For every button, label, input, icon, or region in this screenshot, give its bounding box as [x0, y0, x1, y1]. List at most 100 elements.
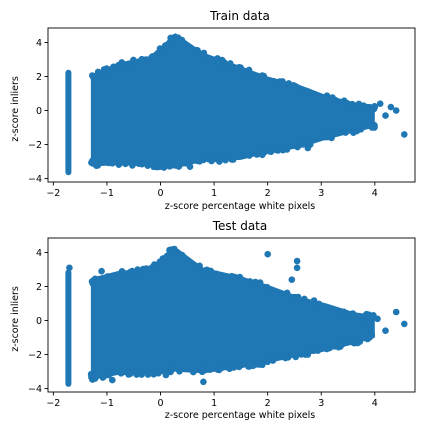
- data-point: [298, 349, 306, 357]
- data-point: [179, 253, 187, 261]
- data-point: [279, 78, 286, 85]
- data-point: [99, 374, 107, 381]
- data-point: [196, 262, 203, 270]
- data-point: [66, 264, 73, 272]
- y-tick-label: 2: [36, 282, 42, 293]
- data-point: [258, 283, 266, 291]
- x-tick-label: −2: [46, 398, 60, 409]
- data-point: [344, 315, 352, 323]
- data-point: [349, 311, 356, 318]
- data-point: [200, 156, 207, 164]
- y-tick-label: 4: [36, 248, 42, 259]
- data-point: [105, 367, 113, 375]
- data-point: [242, 68, 249, 76]
- data-point: [149, 158, 156, 166]
- data-point: [330, 99, 338, 107]
- data-point: [206, 366, 213, 374]
- data-point: [162, 364, 170, 371]
- data-point: [130, 60, 138, 68]
- data-point: [151, 261, 158, 268]
- data-point: [186, 163, 194, 170]
- data-point: [277, 352, 285, 359]
- data-point: [301, 88, 309, 95]
- x-tick-label: 0: [157, 398, 163, 409]
- data-point: [171, 33, 179, 41]
- data-point: [368, 124, 376, 131]
- y-tick-label: −2: [28, 140, 42, 151]
- data-point: [263, 283, 271, 291]
- data-point: [264, 250, 272, 258]
- data-point: [364, 103, 371, 111]
- x-tick-label: 3: [318, 398, 324, 409]
- data-point: [269, 357, 277, 364]
- x-tick-label: 4: [372, 398, 378, 409]
- data-point: [401, 320, 408, 328]
- data-point: [355, 108, 363, 116]
- data-point: [363, 110, 371, 118]
- data-point: [236, 152, 243, 159]
- data-point: [222, 156, 229, 164]
- data-point: [198, 366, 205, 374]
- data-point: [290, 349, 297, 357]
- data-point: [358, 102, 366, 110]
- data-point: [267, 148, 275, 155]
- data-point: [162, 371, 170, 379]
- data-point: [334, 128, 341, 135]
- x-tick-label: 2: [265, 398, 271, 409]
- data-point: [254, 75, 261, 82]
- data-point: [148, 54, 155, 61]
- data-point: [323, 345, 331, 353]
- plot-frame: [47, 27, 416, 183]
- data-point: [376, 100, 384, 107]
- data-point: [382, 112, 389, 119]
- y-tick-label: 4: [36, 38, 42, 49]
- data-point: [242, 150, 249, 157]
- data-point: [146, 265, 154, 272]
- data-point: [121, 272, 129, 279]
- data-point: [190, 262, 197, 270]
- data-point: [360, 320, 368, 328]
- data-point: [186, 45, 194, 52]
- data-point: [249, 362, 257, 370]
- data-point: [237, 64, 244, 71]
- x-tick-label: −1: [100, 398, 114, 409]
- data-point: [104, 273, 111, 280]
- data-point: [310, 134, 317, 141]
- test-data-panel: Test data z-score percentage white pixel…: [10, 219, 416, 421]
- data-point: [297, 138, 304, 146]
- data-point: [187, 363, 195, 371]
- y-tick-label: 2: [36, 72, 42, 83]
- data-point: [392, 308, 400, 316]
- data-point: [336, 340, 343, 348]
- data-point: [322, 133, 330, 141]
- data-point: [211, 362, 219, 370]
- data-point: [302, 298, 309, 305]
- data-point: [273, 143, 281, 151]
- data-point: [126, 268, 134, 276]
- data-point: [313, 93, 321, 101]
- point-cloud: [90, 245, 375, 381]
- data-point: [178, 39, 185, 46]
- data-point: [350, 129, 357, 136]
- data-point: [273, 80, 281, 87]
- point-cloud: [90, 33, 375, 169]
- data-point: [323, 305, 331, 313]
- y-tick-label: −2: [28, 350, 42, 361]
- data-point: [366, 334, 373, 341]
- plot-frame: [47, 237, 416, 393]
- data-point: [163, 254, 170, 261]
- data-point: [248, 279, 255, 287]
- data-point: [328, 134, 335, 142]
- data-point: [140, 268, 147, 276]
- data-point: [203, 266, 211, 274]
- data-point: [127, 158, 135, 165]
- x-tick-label: 1: [211, 188, 217, 199]
- data-point: [166, 163, 173, 170]
- data-point: [91, 375, 99, 382]
- data-point: [190, 368, 197, 376]
- data-point: [347, 103, 355, 110]
- data-point: [292, 83, 300, 90]
- data-point: [156, 258, 164, 266]
- data-point: [293, 257, 301, 265]
